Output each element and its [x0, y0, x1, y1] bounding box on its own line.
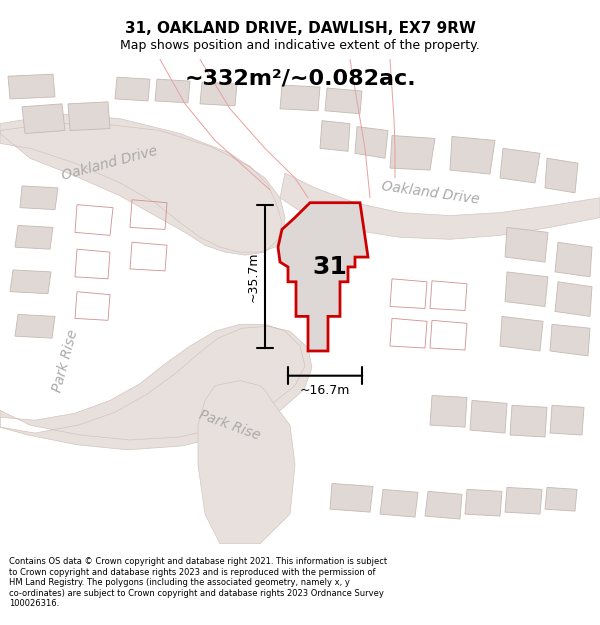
Polygon shape	[500, 148, 540, 183]
Polygon shape	[470, 401, 507, 433]
Polygon shape	[550, 406, 584, 435]
Polygon shape	[15, 314, 55, 338]
Polygon shape	[280, 85, 320, 111]
Polygon shape	[500, 316, 543, 351]
Polygon shape	[550, 324, 590, 356]
Polygon shape	[425, 491, 462, 519]
Polygon shape	[278, 202, 368, 351]
Polygon shape	[68, 102, 110, 131]
Polygon shape	[450, 136, 495, 174]
Text: 31: 31	[313, 255, 347, 279]
Polygon shape	[510, 406, 547, 437]
Polygon shape	[545, 158, 578, 193]
Polygon shape	[380, 489, 418, 517]
Text: Oakland Drive: Oakland Drive	[61, 144, 160, 182]
Polygon shape	[0, 114, 285, 255]
Text: ~332m²/~0.082ac.: ~332m²/~0.082ac.	[184, 68, 416, 88]
Polygon shape	[505, 272, 548, 306]
Polygon shape	[330, 484, 373, 512]
Polygon shape	[198, 381, 295, 544]
Text: Park Rise: Park Rise	[197, 408, 263, 442]
Polygon shape	[15, 226, 53, 249]
Polygon shape	[505, 488, 542, 514]
Text: Contains OS data © Crown copyright and database right 2021. This information is : Contains OS data © Crown copyright and d…	[9, 558, 387, 608]
Polygon shape	[390, 136, 435, 170]
Text: Oakland Drive: Oakland Drive	[380, 179, 480, 207]
Polygon shape	[0, 324, 312, 450]
Polygon shape	[20, 186, 58, 209]
Polygon shape	[545, 488, 577, 511]
Polygon shape	[200, 82, 237, 106]
Polygon shape	[555, 282, 592, 316]
Polygon shape	[355, 127, 388, 158]
Text: Map shows position and indicative extent of the property.: Map shows position and indicative extent…	[120, 39, 480, 51]
Polygon shape	[280, 173, 600, 239]
Polygon shape	[155, 79, 190, 103]
Polygon shape	[325, 88, 362, 114]
Text: Park Rise: Park Rise	[50, 328, 80, 394]
Polygon shape	[115, 77, 150, 101]
Polygon shape	[320, 121, 350, 151]
Polygon shape	[555, 242, 592, 277]
Polygon shape	[8, 74, 55, 99]
Polygon shape	[22, 104, 65, 134]
Text: ~35.7m: ~35.7m	[247, 252, 260, 302]
Polygon shape	[505, 228, 548, 262]
Polygon shape	[10, 270, 51, 294]
Polygon shape	[430, 396, 467, 427]
Text: ~16.7m: ~16.7m	[300, 384, 350, 397]
Text: 31, OAKLAND DRIVE, DAWLISH, EX7 9RW: 31, OAKLAND DRIVE, DAWLISH, EX7 9RW	[125, 21, 475, 36]
Polygon shape	[465, 489, 502, 516]
